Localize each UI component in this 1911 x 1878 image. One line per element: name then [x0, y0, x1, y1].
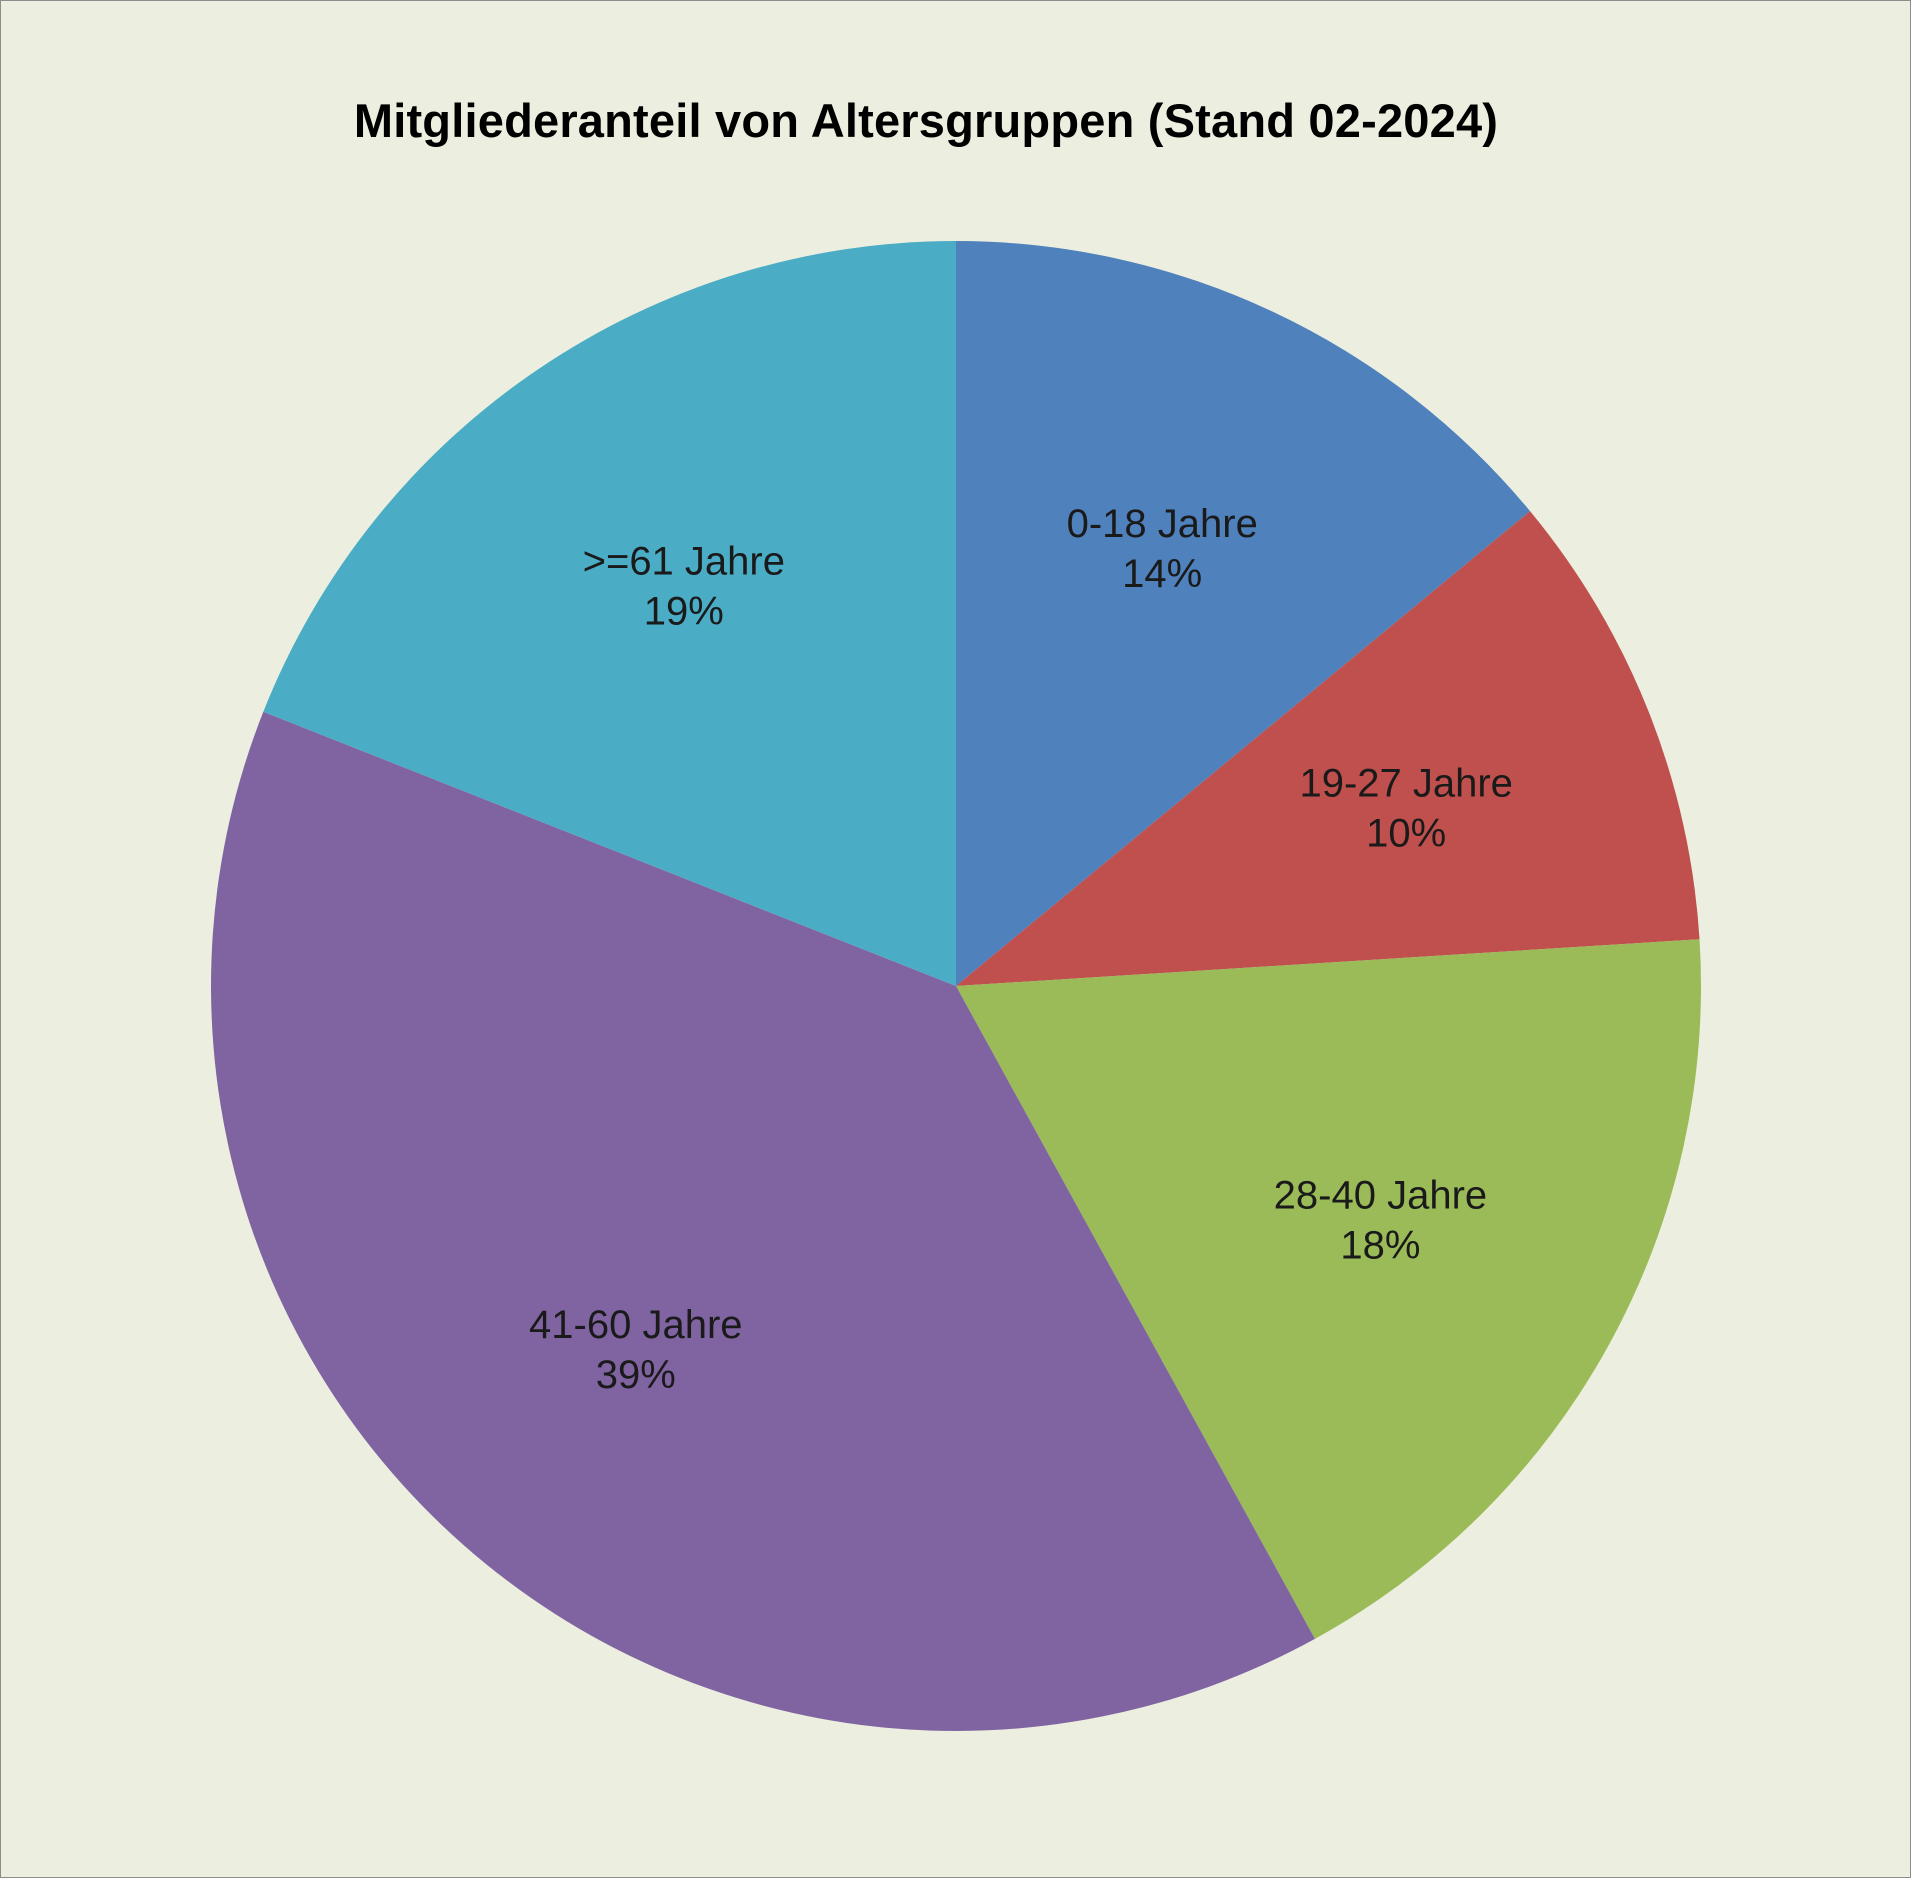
- pie-slice-19-27-jahre: [956, 511, 1700, 986]
- pie-labels: 0-18 Jahre 14% 19-27 Jahre 10% 28-40 Jahre 18…: [529, 502, 1513, 1397]
- slice-value-label-41-60-jahre: 39%: [596, 1353, 676, 1397]
- slice-value-label-28-40-jahre: 18%: [1340, 1223, 1420, 1267]
- slice-category-label-41-60-jahre: 41-60 Jahre: [529, 1303, 742, 1347]
- slice-value-label-19-27-jahre: 10%: [1366, 812, 1446, 856]
- pie-slice-28-40-jahre: [956, 939, 1702, 1639]
- pie-slice-0-18-jahre: [956, 241, 1531, 986]
- pie-slice-61-jahre: [263, 241, 956, 986]
- slice-category-label-28-40-jahre: 28-40 Jahre: [1274, 1173, 1487, 1217]
- slice-category-label-0-18-jahre: 0-18 Jahre: [1067, 502, 1258, 546]
- slice-value-label-0-18-jahre: 14%: [1122, 552, 1202, 596]
- slice-value-label-61-jahre: 19%: [644, 590, 724, 634]
- pie-slices: [211, 241, 1702, 1732]
- slice-category-label-19-27-jahre: 19-27 Jahre: [1299, 762, 1512, 806]
- slice-category-label-61-jahre: >=61 Jahre: [583, 540, 785, 584]
- chart-title: Mitgliederanteil von Altersgruppen (Stan…: [353, 94, 1499, 147]
- pie-slice-41-60-jahre: [211, 711, 1315, 1732]
